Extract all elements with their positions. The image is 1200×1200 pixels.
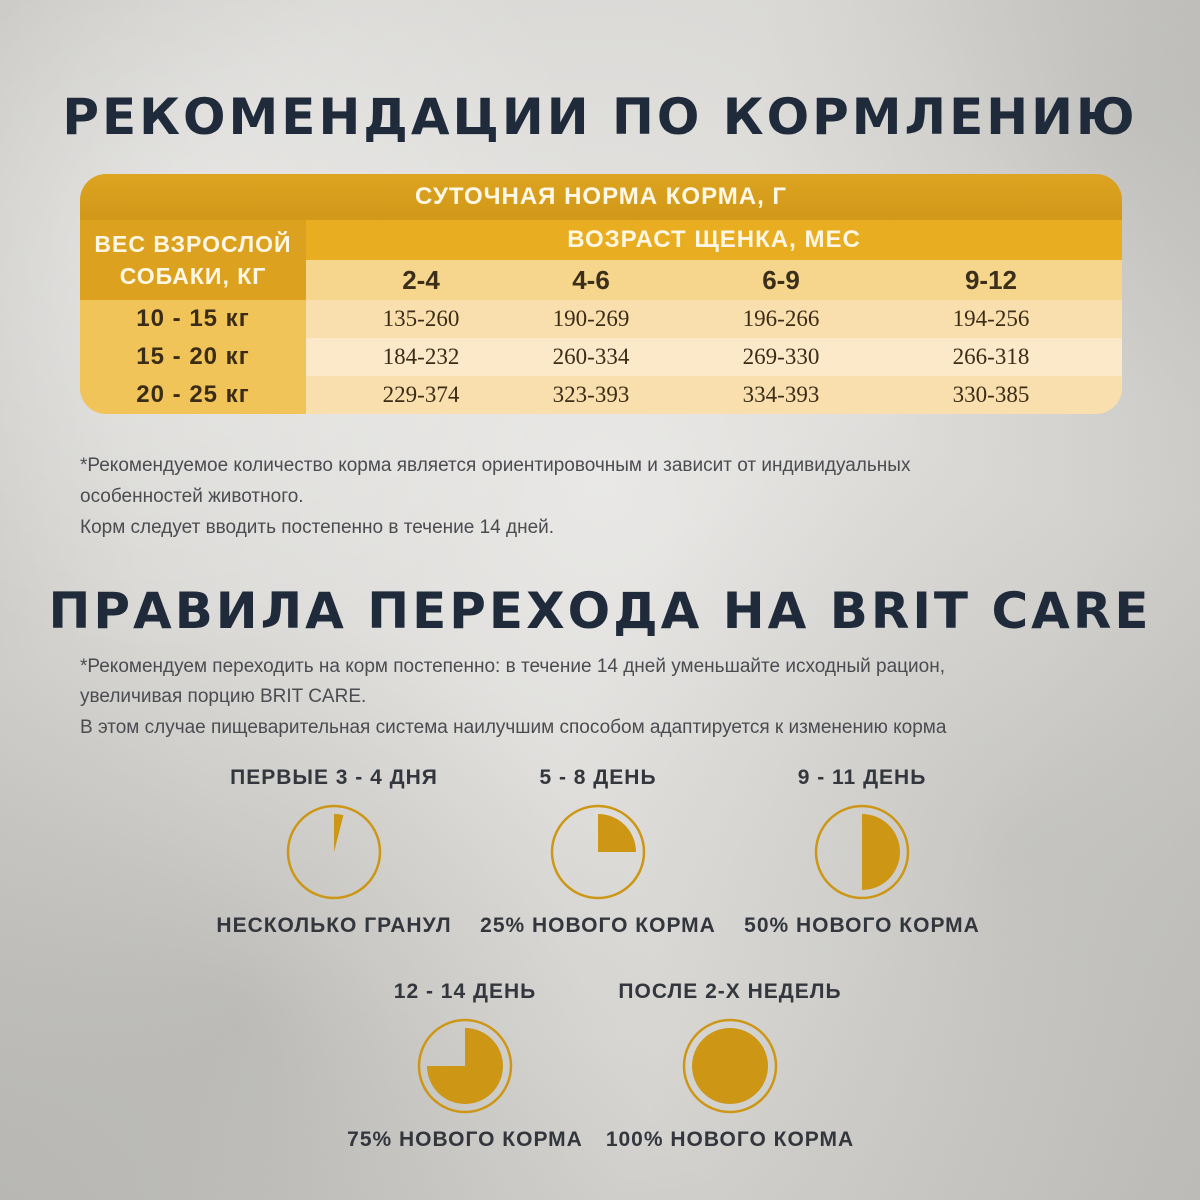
age-column: 4-6 (572, 264, 610, 295)
weight-header-line2: СОБАКИ, КГ (119, 263, 267, 289)
pie-outline (814, 804, 910, 900)
pie-fill (334, 814, 344, 852)
table-cell: 196-266 (742, 306, 820, 331)
table-cell: 334-393 (742, 382, 820, 407)
weight-cell: 15 - 20 кг (80, 338, 306, 376)
transition-note-line2: увеличивая порцию BRIT CARE. (80, 686, 367, 707)
feeding-note-line2: особенностей животного. (80, 486, 304, 507)
table-cell: 184-232 (382, 344, 460, 369)
step-label: 75% НОВОГО КОРМА (347, 1128, 583, 1151)
pie-outline (286, 804, 382, 900)
transition-step: ПОСЛЕ 2-Х НЕДЕЛЬ 100% НОВОГО КОРМА (580, 980, 880, 1152)
transition-step: 12 - 14 ДЕНЬ 75% НОВОГО КОРМА (315, 980, 615, 1152)
pie-outline (550, 804, 646, 900)
feeding-table: СУТОЧНАЯ НОРМА КОРМА, Г ВЕС ВЗРОСЛОЙ СОБ… (80, 174, 1122, 414)
section-title: ПРАВИЛА ПЕРЕХОДА НА BRIT CARE (48, 582, 1152, 640)
transition-step: 5 - 8 ДЕНЬ 25% НОВОГО КОРМА (448, 766, 748, 938)
transition-step: 9 - 11 ДЕНЬ 50% НОВОГО КОРМА (712, 766, 1012, 938)
step-period: 9 - 11 ДЕНЬ (797, 766, 927, 789)
age-columns-row: 2-4 4-6 6-9 9-12 (306, 260, 1122, 300)
pie-fill (598, 814, 636, 852)
weight-header-line1: ВЕС ВЗРОСЛОЙ (94, 231, 292, 257)
portion-pie-icon (814, 804, 910, 900)
age-column: 2-4 (402, 264, 440, 295)
weight-header: ВЕС ВЗРОСЛОЙ СОБАКИ, КГ (80, 220, 306, 300)
weight-cell: 20 - 25 кг (80, 376, 306, 414)
pie-fill (427, 1028, 503, 1104)
table-row: 184-232 260-334 269-330 266-318 (306, 338, 1122, 376)
age-column: 9-12 (964, 264, 1018, 295)
table-cell: 194-256 (952, 306, 1030, 331)
table-cell: 190-269 (552, 306, 630, 331)
transition-note-line3: В этом случае пищеварительная система на… (80, 717, 947, 738)
step-period: ПОСЛЕ 2-Х НЕДЕЛЬ (618, 980, 842, 1003)
table-cell: 323-393 (552, 382, 630, 407)
portion-pie-icon (550, 804, 646, 900)
step-period: 12 - 14 ДЕНЬ (393, 980, 537, 1003)
step-label: 50% НОВОГО КОРМА (744, 914, 980, 937)
step-label: 25% НОВОГО КОРМА (480, 914, 716, 937)
table-row: 135-260 190-269 196-266 194-256 (306, 300, 1122, 338)
age-column: 6-9 (762, 264, 800, 295)
table-cell: 260-334 (552, 344, 630, 369)
step-label: 100% НОВОГО КОРМА (605, 1128, 855, 1151)
portion-pie-icon (682, 1018, 778, 1114)
age-header: ВОЗРАСТ ЩЕНКА, МЕС (306, 220, 1122, 260)
pie-fill (692, 1028, 768, 1104)
portion-pie-icon (286, 804, 382, 900)
step-period: ПЕРВЫЕ 3 - 4 ДНЯ (230, 766, 438, 789)
pie-outline (682, 1018, 778, 1114)
feeding-note-line1: *Рекомендуемое количество корма является… (80, 455, 911, 476)
pie-outline (417, 1018, 513, 1114)
table-row: 229-374 323-393 334-393 330-385 (306, 376, 1122, 414)
table-header: СУТОЧНАЯ НОРМА КОРМА, Г (80, 174, 1122, 220)
pie-fill (862, 814, 900, 890)
table-cell: 135-260 (382, 306, 460, 331)
weight-cell: 10 - 15 кг (80, 300, 306, 338)
table-cell: 266-318 (952, 344, 1030, 369)
portion-pie-icon (417, 1018, 513, 1114)
transition-step: ПЕРВЫЕ 3 - 4 ДНЯ НЕСКОЛЬКО ГРАНУЛ (184, 766, 484, 938)
step-period: 5 - 8 ДЕНЬ (539, 766, 657, 789)
table-cell: 229-374 (382, 382, 460, 407)
transition-note-line1: *Рекомендуем переходить на корм постепен… (80, 656, 945, 677)
step-label: НЕСКОЛЬКО ГРАНУЛ (216, 914, 452, 937)
page-title: РЕКОМЕНДАЦИИ ПО КОРМЛЕНИЮ (62, 88, 1138, 146)
feeding-note-line3: Корм следует вводить постепенно в течени… (80, 517, 555, 538)
table-cell: 269-330 (742, 344, 820, 369)
table-cell: 330-385 (952, 382, 1030, 407)
